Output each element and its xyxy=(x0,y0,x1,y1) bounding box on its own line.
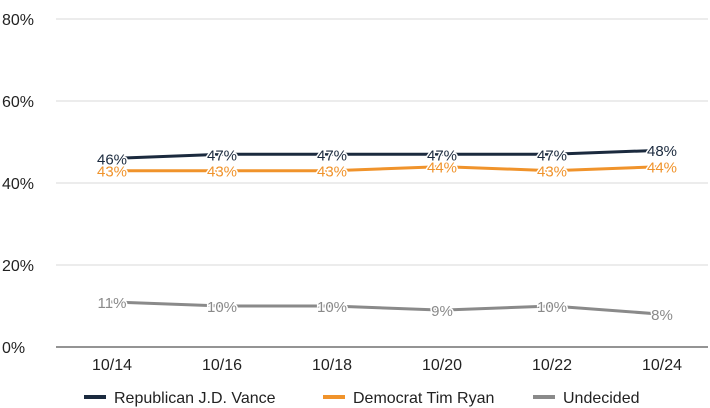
gridlines xyxy=(56,18,708,348)
x-tick-label: 10/24 xyxy=(642,357,682,374)
data-label-halo: 8% xyxy=(651,307,673,324)
data-label-halo: 43% xyxy=(537,164,567,181)
x-tick-label: 10/22 xyxy=(532,357,572,374)
y-axis-ticks: 0% 20% 40% 60% 80% xyxy=(2,12,34,357)
data-labels: 46%46% 47%47% 47%47% 47%47% 47%47% 48%48%43%4… xyxy=(95,142,678,326)
data-label: 10% xyxy=(537,299,567,316)
data-label-halo: 10% xyxy=(207,299,237,316)
data-label-halo: 46% xyxy=(97,151,127,168)
data-label: 10% xyxy=(207,299,237,316)
x-tick-label: 10/20 xyxy=(422,357,462,374)
legend: Republican J.D. Vance Democrat Tim Ryan Un… xyxy=(84,390,640,407)
y-tick-label: 40% xyxy=(2,176,34,193)
series-lines xyxy=(110,148,664,316)
data-label-halo: 48% xyxy=(647,143,677,160)
data-label-halo: 43% xyxy=(97,164,127,181)
x-axis-ticks: 10/14 10/16 10/18 10/20 10/22 10/24 xyxy=(92,357,682,374)
y-tick-label: 80% xyxy=(2,12,34,29)
x-tick-label: 10/14 xyxy=(92,357,132,374)
data-label: 46% xyxy=(97,151,127,168)
series-line-1 xyxy=(110,148,664,160)
legend-label: Undecided xyxy=(563,390,640,407)
data-label-halo: 47% xyxy=(317,147,347,164)
series-line-3 xyxy=(110,300,664,316)
data-label-halo: 10% xyxy=(317,299,347,316)
data-label: 11% xyxy=(98,295,127,312)
data-label-halo: 10% xyxy=(537,299,567,316)
data-label: 43% xyxy=(207,164,237,181)
data-label: 10% xyxy=(317,299,347,316)
legend-label: Democrat Tim Ryan xyxy=(353,390,494,407)
y-tick-label: 20% xyxy=(2,258,34,275)
data-label: 44% xyxy=(647,160,677,177)
data-label: 48% xyxy=(647,143,677,160)
data-label: 43% xyxy=(317,164,347,181)
data-label-halo: 47% xyxy=(427,147,457,164)
data-label-halo: 9% xyxy=(431,303,453,320)
data-label: 9% xyxy=(431,303,453,320)
x-tick-label: 10/16 xyxy=(202,357,242,374)
data-label-halo: 43% xyxy=(317,164,347,181)
y-tick-label: 0% xyxy=(2,340,25,357)
data-label-halo: 47% xyxy=(207,147,237,164)
data-label: 47% xyxy=(427,147,457,164)
data-label: 44% xyxy=(427,160,457,177)
data-label-halo: 43% xyxy=(207,164,237,181)
y-tick-label: 60% xyxy=(2,94,34,111)
data-label-halo: 44% xyxy=(427,160,457,177)
data-label-halo: 44% xyxy=(647,160,677,177)
data-label-halo: 47% xyxy=(537,147,567,164)
x-tick-label: 10/18 xyxy=(312,357,352,374)
data-label: 47% xyxy=(207,147,237,164)
data-label-halo: 11% xyxy=(98,295,127,312)
data-label: 43% xyxy=(97,164,127,181)
data-label: 43% xyxy=(537,164,567,181)
data-label: 47% xyxy=(317,147,347,164)
series-line-2 xyxy=(110,165,664,173)
data-label: 47% xyxy=(537,147,567,164)
legend-label: Republican J.D. Vance xyxy=(114,390,276,407)
data-label: 8% xyxy=(651,307,673,324)
